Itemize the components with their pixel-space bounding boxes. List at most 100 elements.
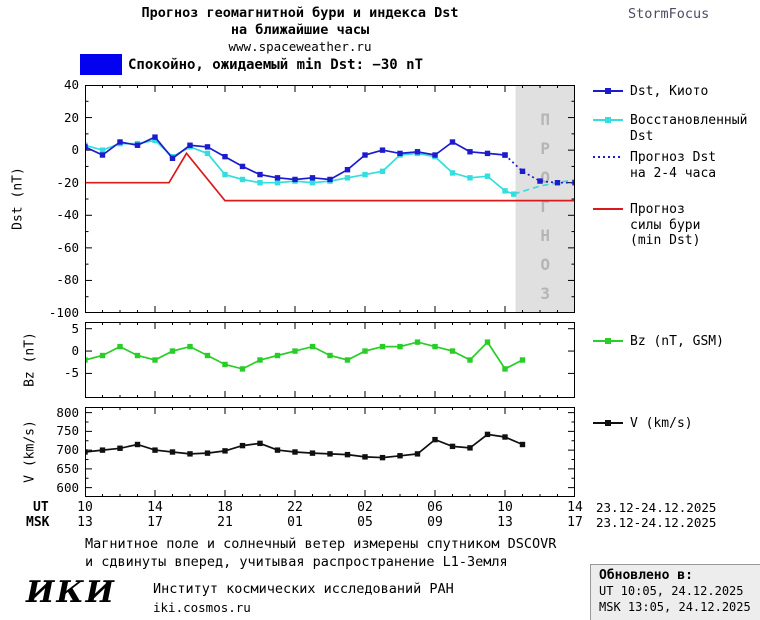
data-point	[292, 348, 298, 354]
y-tick-label: -40	[56, 207, 79, 223]
ut-axis-label: UT	[33, 500, 49, 515]
institute-name: Институт космических исследований РАН	[153, 581, 454, 597]
data-point	[257, 171, 263, 178]
data-point	[362, 454, 368, 460]
data-point	[134, 352, 141, 359]
data-point	[502, 188, 508, 194]
data-point	[432, 343, 438, 350]
data-point	[99, 152, 106, 158]
y-tick-label: -80	[56, 272, 79, 288]
data-point	[257, 357, 263, 363]
msk-tick-label: 05	[357, 515, 373, 530]
updated-ut: UT 10:05, 24.12.2025	[599, 584, 744, 598]
data-point	[362, 348, 368, 354]
legend-item-4: Bz (nT, GSM)	[592, 334, 724, 350]
data-point	[484, 431, 491, 438]
forecast-region-label: Г	[540, 197, 550, 216]
series-line	[85, 340, 523, 371]
data-point	[204, 150, 211, 157]
data-point	[99, 447, 106, 453]
data-point	[344, 175, 351, 181]
forecast-region	[515, 85, 575, 313]
data-point	[502, 366, 508, 372]
msk-tick-label: 13	[497, 515, 513, 530]
data-point	[274, 352, 281, 359]
data-point	[344, 166, 351, 173]
y-tick-label: 700	[56, 442, 79, 458]
data-point	[467, 357, 473, 363]
data-point	[274, 447, 281, 453]
data-point	[117, 445, 123, 451]
data-point	[292, 449, 298, 455]
speed-plot	[85, 407, 575, 497]
data-point	[449, 139, 456, 145]
data-point	[309, 175, 316, 181]
msk-date-range: 23.12-24.12.2025	[596, 515, 717, 530]
data-point	[379, 168, 386, 175]
data-point	[239, 366, 246, 372]
updated-panel: Обновлено в: UT 10:05, 24.12.2025 MSK 13…	[590, 564, 760, 620]
data-point	[187, 142, 193, 148]
page-subtitle: на ближайшие часы	[230, 22, 370, 38]
data-point	[484, 150, 491, 157]
y-tick-label: 0	[71, 142, 79, 158]
y-tick-label: 0	[71, 343, 79, 359]
legend-label: Восстановленный Dst	[630, 113, 748, 144]
data-point	[169, 155, 176, 161]
legend-label: V (km/s)	[630, 416, 693, 431]
data-point	[222, 153, 228, 160]
data-point	[239, 163, 246, 170]
data-point	[204, 352, 211, 359]
data-point	[222, 448, 228, 454]
legend-sample	[593, 117, 623, 123]
msk-tick-label: 17	[147, 515, 163, 530]
data-point	[187, 451, 193, 457]
data-point	[414, 451, 421, 457]
forecast-region-label: П	[540, 110, 550, 129]
legend-label: Прогноз силы бури (min Dst)	[630, 202, 701, 248]
ut-tick-label: 10	[497, 500, 513, 515]
data-point	[85, 357, 88, 363]
data-point	[449, 443, 456, 450]
data-point	[537, 178, 543, 184]
data-point	[222, 361, 228, 368]
msk-axis-label: MSK	[26, 515, 50, 530]
forecast-region-label: Н	[540, 226, 550, 245]
legend-item-3: Прогноз силы бури (min Dst)	[592, 202, 700, 249]
y-tick-label: -20	[56, 174, 79, 190]
data-point	[152, 134, 158, 140]
ut-tick-label: 06	[427, 500, 443, 515]
footnote-line-1: Магнитное поле и солнечный ветер измерен…	[85, 536, 557, 552]
y-tick-label: 600	[56, 479, 79, 495]
data-point	[152, 447, 158, 453]
forecast-region-label: О	[540, 255, 550, 274]
y-tick-label: 5	[71, 320, 79, 336]
ut-date-range: 23.12-24.12.2025	[596, 500, 717, 515]
data-point	[117, 343, 123, 350]
data-point	[397, 150, 403, 157]
footnote-line-2: и сдвинуты вперед, учитывая распростране…	[85, 554, 508, 570]
data-point	[519, 168, 526, 175]
data-point	[309, 343, 316, 350]
data-point	[257, 440, 263, 447]
updated-label: Обновлено в:	[599, 568, 693, 583]
data-point	[222, 171, 228, 178]
data-point	[467, 175, 473, 181]
spaceweather-url: www.spaceweather.ru	[228, 39, 372, 54]
status-swatch	[80, 54, 122, 75]
stormfocus-brand: StormFocus	[628, 6, 710, 22]
page-title: Прогноз геомагнитной бури и индекса Dst	[141, 5, 459, 21]
data-point	[309, 180, 316, 186]
series-line	[504, 154, 575, 184]
data-point	[449, 170, 456, 176]
legend-label: Прогноз Dst на 2-4 часа	[630, 150, 717, 181]
data-point	[239, 176, 246, 183]
legend-sample	[593, 88, 623, 94]
y-tick-label: 40	[63, 77, 79, 92]
y-tick-label: -5	[63, 365, 79, 381]
data-point	[362, 152, 368, 158]
data-point	[379, 454, 386, 461]
legend-sample	[593, 156, 623, 158]
data-point	[85, 449, 88, 455]
